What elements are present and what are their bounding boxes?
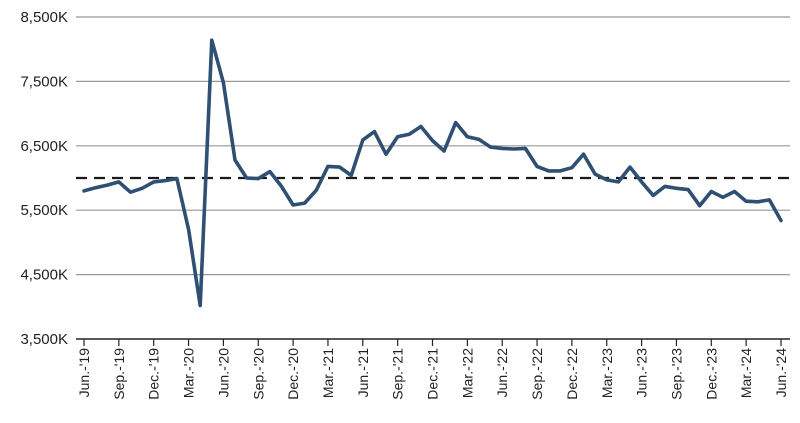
x-tick-label: Mar.-'23 bbox=[599, 348, 615, 398]
data-point bbox=[477, 137, 481, 141]
data-point bbox=[628, 165, 632, 169]
data-point bbox=[500, 146, 504, 150]
data-point bbox=[547, 169, 551, 173]
data-point bbox=[163, 179, 167, 183]
data-point bbox=[384, 152, 388, 156]
data-point bbox=[221, 81, 225, 85]
y-axis-tick-labels: 3,500K 4,500K 5,500K 6,500K 7,500K 8,500K bbox=[20, 9, 68, 348]
x-tick-label: Dec.-'21 bbox=[425, 348, 441, 400]
gridlines bbox=[76, 16, 790, 276]
data-point bbox=[767, 198, 771, 202]
x-axis-tick-labels: Jun.-'19 Sep.-'19 Dec.-'19 Mar.-'20 Jun.-'20… bbox=[76, 348, 789, 400]
x-tick-label: Jun.-'23 bbox=[634, 348, 650, 398]
x-tick-label: Mar.-'20 bbox=[181, 348, 197, 398]
y-tick-label: 4,500K bbox=[20, 267, 68, 284]
x-tick-label: Dec.-'22 bbox=[564, 348, 580, 400]
data-point bbox=[756, 200, 760, 204]
data-point bbox=[535, 164, 539, 168]
data-point bbox=[454, 121, 458, 125]
data-point bbox=[349, 173, 353, 177]
data-point bbox=[361, 138, 365, 142]
data-point bbox=[640, 180, 644, 184]
data-point bbox=[512, 147, 516, 151]
data-point bbox=[303, 201, 307, 205]
data-point bbox=[431, 139, 434, 143]
data-point bbox=[117, 180, 121, 184]
x-axis bbox=[76, 338, 790, 346]
data-point bbox=[675, 186, 678, 190]
data-point bbox=[210, 38, 214, 42]
data-point bbox=[558, 169, 562, 173]
x-tick-label: Jun.-'21 bbox=[355, 348, 371, 398]
data-point bbox=[709, 190, 713, 193]
data-point bbox=[326, 164, 330, 168]
data-point bbox=[733, 190, 736, 193]
y-tick-label: 5,500K bbox=[20, 202, 68, 219]
data-point bbox=[198, 304, 202, 307]
data-point bbox=[291, 203, 295, 207]
x-tick-label: Dec.-'23 bbox=[703, 348, 719, 400]
data-point bbox=[616, 180, 620, 184]
data-point bbox=[280, 184, 283, 188]
data-point bbox=[94, 186, 98, 190]
x-tick-label: Sep.-'20 bbox=[250, 348, 266, 400]
x-tick-label: Sep.-'23 bbox=[668, 348, 684, 400]
data-point bbox=[256, 177, 260, 181]
series-group bbox=[82, 38, 783, 308]
x-tick-label: Jun.-'24 bbox=[773, 348, 789, 398]
x-tick-label: Jun.-'19 bbox=[76, 348, 92, 398]
data-point bbox=[82, 189, 86, 193]
data-point bbox=[442, 149, 446, 153]
data-point bbox=[314, 188, 318, 192]
data-point bbox=[523, 146, 527, 150]
data-point bbox=[245, 176, 249, 180]
data-point bbox=[407, 132, 411, 136]
data-point bbox=[105, 183, 109, 187]
data-point bbox=[605, 178, 609, 182]
x-tick-label: Mar.-'22 bbox=[459, 348, 475, 398]
x-tick-label: Dec.-'20 bbox=[285, 348, 301, 400]
data-point bbox=[593, 172, 597, 176]
data-point bbox=[698, 204, 702, 208]
x-tick-label: Sep.-'21 bbox=[390, 348, 406, 400]
x-tick-label: Mar.-'24 bbox=[738, 348, 754, 398]
data-point bbox=[489, 145, 493, 149]
y-tick-label: 8,500K bbox=[20, 9, 68, 26]
y-tick-label: 3,500K bbox=[20, 331, 68, 348]
x-tick-label: Dec.-'19 bbox=[146, 348, 162, 400]
x-tick-label: Sep.-'22 bbox=[529, 348, 545, 400]
data-point bbox=[187, 228, 191, 231]
data-point bbox=[152, 180, 156, 184]
series-line bbox=[82, 38, 783, 308]
y-tick-label: 6,500K bbox=[20, 138, 68, 155]
x-tick-label: Sep.-'19 bbox=[111, 348, 127, 400]
data-point bbox=[651, 193, 655, 197]
data-point bbox=[372, 130, 376, 134]
data-point bbox=[744, 199, 748, 203]
data-point bbox=[396, 135, 400, 139]
data-point bbox=[582, 152, 585, 156]
data-point bbox=[570, 166, 574, 170]
data-point bbox=[233, 158, 237, 162]
data-point bbox=[338, 165, 342, 169]
data-point bbox=[129, 190, 132, 194]
data-point bbox=[721, 195, 725, 199]
x-tick-label: Jun.-'20 bbox=[215, 348, 231, 398]
data-point bbox=[268, 170, 272, 174]
data-point bbox=[419, 125, 423, 128]
data-point bbox=[465, 135, 469, 139]
x-tick-label: Jun.-'22 bbox=[494, 348, 510, 398]
y-tick-label: 7,500K bbox=[20, 73, 68, 90]
data-point bbox=[140, 186, 144, 190]
data-point bbox=[779, 219, 783, 222]
data-point bbox=[686, 188, 690, 192]
data-point bbox=[175, 177, 179, 181]
x-tick-label: Mar.-'21 bbox=[320, 348, 336, 398]
data-point bbox=[663, 184, 667, 188]
